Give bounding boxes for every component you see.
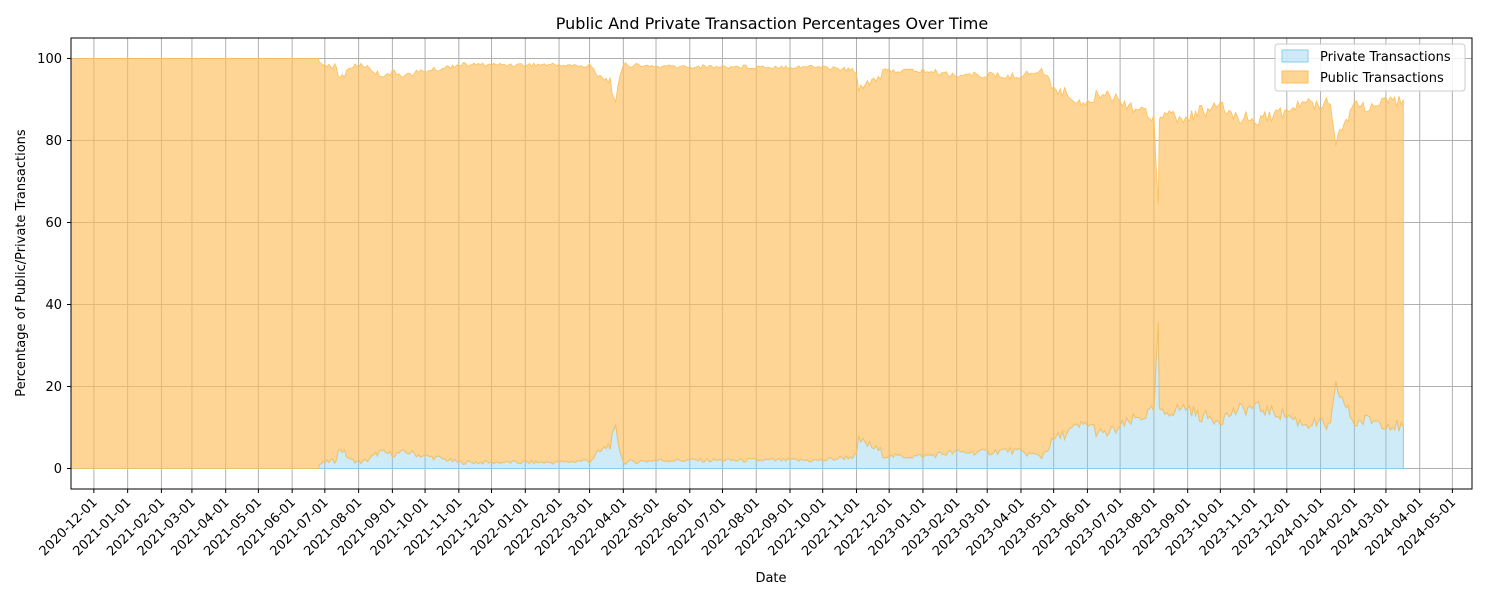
y-tick-label: 20 xyxy=(45,380,62,395)
y-tick-label: 80 xyxy=(45,134,62,149)
y-tick-label: 0 xyxy=(54,462,62,477)
legend-box xyxy=(1274,43,1466,92)
y-axis: 0 20 40 60 80 100 xyxy=(37,52,71,477)
x-axis-title: Date xyxy=(755,571,786,586)
legend-label-public: Public Transactions xyxy=(1320,71,1444,86)
legend-label-private: Private Transactions xyxy=(1320,50,1451,65)
legend-swatch-private xyxy=(1281,49,1309,63)
chart-title: Public And Private Transaction Percentag… xyxy=(556,14,988,33)
y-tick-label: 40 xyxy=(45,298,62,313)
legend-swatch-public xyxy=(1281,70,1309,84)
x-axis: 2020-12-012021-01-012021-02-012021-03-01… xyxy=(37,489,1459,559)
public-transactions-area xyxy=(70,58,1404,469)
plot-frame xyxy=(70,37,1473,490)
legend: Private Transactions Public Transactions xyxy=(1274,43,1466,92)
y-axis-title: Percentage of Public/Private Transaction… xyxy=(14,129,29,397)
y-tick-label: 100 xyxy=(37,52,62,67)
y-tick-label: 60 xyxy=(45,216,62,231)
plot-areas xyxy=(70,58,1404,469)
